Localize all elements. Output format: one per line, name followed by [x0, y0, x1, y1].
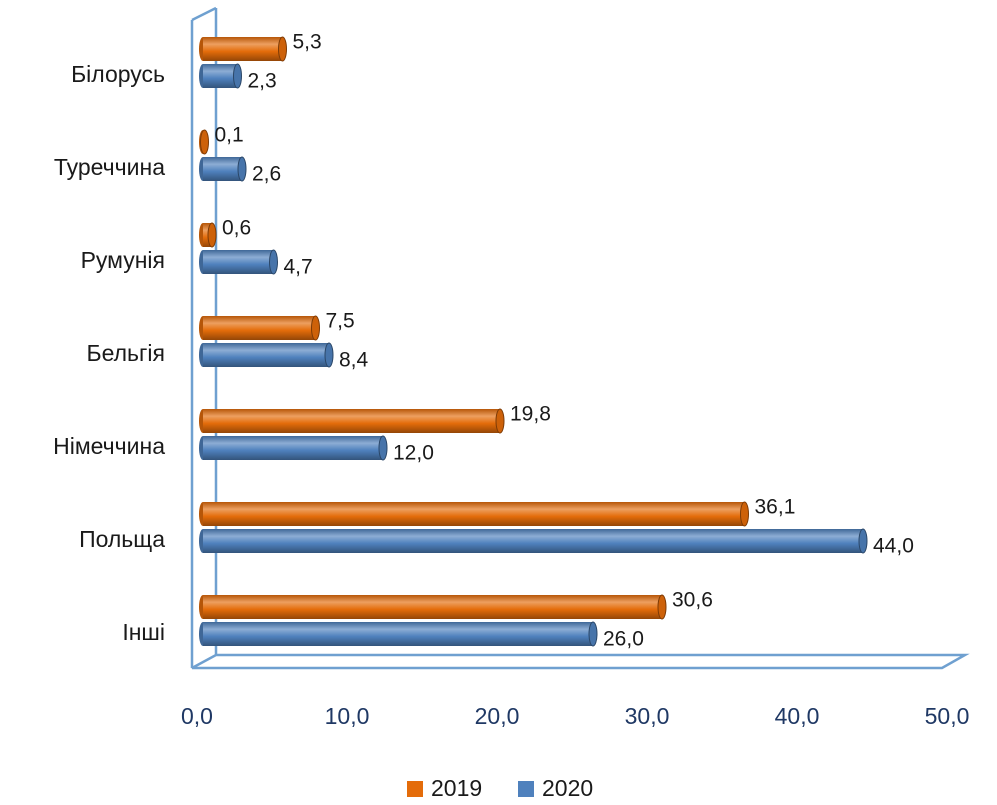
category-label: Білорусь [71, 61, 165, 87]
x-tick-label: 10,0 [325, 703, 370, 729]
category-label: Німеччина [53, 433, 165, 459]
x-tick-label: 0,0 [181, 703, 213, 729]
data-label: 8,4 [339, 349, 369, 372]
wall-top [191, 6, 217, 22]
bar-cap [311, 315, 320, 341]
bar-cap [495, 408, 505, 434]
floor [191, 653, 970, 670]
bar [203, 343, 329, 367]
bar [203, 502, 745, 526]
bar [203, 436, 383, 460]
bar-cap [278, 36, 287, 62]
bar-cap [324, 342, 334, 368]
bar [203, 316, 316, 340]
data-label: 7,5 [326, 310, 355, 333]
bar [203, 37, 283, 61]
data-label: 44,0 [873, 535, 914, 558]
legend-swatch [518, 781, 534, 797]
x-tick-label: 40,0 [775, 703, 820, 729]
legend-label: 2020 [542, 775, 593, 801]
data-label: 26,0 [603, 628, 644, 651]
category-label: Туреччина [54, 154, 165, 180]
bar-cap [233, 63, 242, 89]
bar [203, 622, 593, 646]
data-label: 12,0 [393, 442, 434, 465]
bar [203, 64, 238, 88]
bar [203, 409, 500, 433]
bar-cap [269, 249, 278, 275]
bar-cap [657, 594, 667, 620]
bar-cap [207, 222, 217, 248]
category-label: Польща [79, 526, 165, 552]
data-label: 30,6 [672, 589, 713, 612]
category-label: Румунія [81, 247, 165, 273]
bar-cap [740, 501, 749, 527]
data-label: 0,1 [215, 124, 244, 147]
bar-cap [378, 435, 388, 461]
bar-cap [588, 621, 598, 647]
bar [203, 157, 242, 181]
data-label: 4,7 [284, 256, 313, 279]
bar-cap [858, 528, 868, 554]
x-tick-label: 30,0 [625, 703, 670, 729]
category-label: Бельгія [87, 340, 165, 366]
data-label: 36,1 [755, 496, 796, 519]
bar [203, 529, 863, 553]
category-label: Інші [122, 619, 165, 645]
x-tick-label: 50,0 [925, 703, 970, 729]
data-label: 19,8 [510, 403, 551, 426]
bar [203, 595, 662, 619]
data-label: 2,6 [252, 163, 281, 186]
bar-cap [200, 129, 209, 155]
legend-label: 2019 [431, 775, 482, 801]
bar [203, 250, 274, 274]
data-label: 2,3 [248, 70, 277, 93]
data-label: 5,3 [293, 31, 322, 54]
legend-swatch [407, 781, 423, 797]
x-tick-label: 20,0 [475, 703, 520, 729]
data-label: 0,6 [222, 217, 251, 240]
bar-cap [237, 156, 247, 182]
